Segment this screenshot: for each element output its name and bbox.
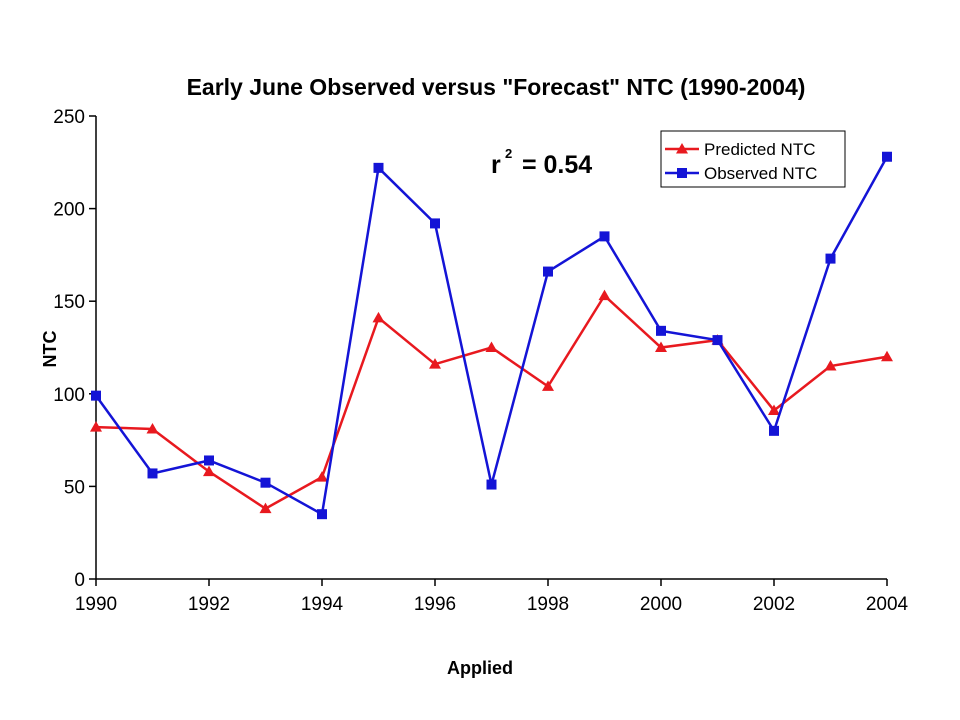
data-point (204, 455, 214, 466)
y-axis-title: NTC (40, 331, 60, 368)
x-axis-title: Applied (447, 658, 513, 678)
series-line (95, 293, 888, 511)
data-point (429, 358, 441, 369)
r-squared-value: = 0.54 (515, 151, 592, 179)
series-layer (90, 151, 893, 520)
data-point (882, 151, 892, 162)
data-point (259, 502, 272, 514)
y-tick-label: 150 (53, 292, 85, 313)
y-tick-label: 250 (53, 107, 85, 128)
y-tick-label: 200 (53, 200, 85, 221)
r-squared-annotation: r 2 = 0.54 (491, 146, 592, 179)
legend-swatch-marker (677, 168, 687, 178)
data-point (824, 360, 837, 371)
x-tick-label: 1992 (188, 594, 230, 615)
data-point (373, 162, 384, 173)
data-point (655, 341, 667, 352)
y-ticks: 0 50 100 150 200 250 (53, 107, 96, 591)
legend-label: Predicted NTC (704, 140, 815, 159)
chart-title: Early June Observed versus "Forecast" NT… (187, 74, 806, 100)
legend-box (660, 130, 846, 188)
data-point (598, 289, 611, 301)
r-squared-r: r (491, 151, 501, 179)
data-point (543, 266, 553, 277)
legend: Predicted NTC Observed NTC (660, 130, 846, 188)
plot-area: 0 50 100 150 200 250 1990 1992 1994 1996 1998 2000… (53, 107, 908, 615)
series-observed (91, 151, 892, 520)
data-point (825, 253, 836, 264)
x-tick-label: 1990 (75, 594, 117, 615)
data-point (203, 465, 215, 477)
data-point (430, 218, 440, 229)
legend-swatch-marker (676, 143, 688, 154)
data-point (656, 325, 666, 336)
data-point (372, 311, 385, 323)
x-tick-label: 1994 (301, 594, 344, 615)
data-point (486, 479, 497, 490)
x-ticks: 1990 1992 1994 1996 1998 2000 2002 2004 (75, 579, 909, 615)
r-squared-superscript: 2 (505, 146, 512, 161)
y-tick-label: 100 (53, 385, 85, 406)
data-point (146, 422, 159, 434)
data-point (769, 425, 779, 436)
data-point (599, 231, 610, 242)
y-tick-label: 50 (64, 477, 85, 498)
data-point (90, 421, 102, 432)
data-point (260, 477, 271, 488)
data-point (881, 350, 893, 362)
legend-label: Observed NTC (704, 164, 817, 183)
data-point (485, 341, 498, 352)
data-point (316, 471, 328, 482)
data-point (768, 404, 780, 415)
x-tick-label: 2002 (753, 594, 795, 615)
x-tick-label: 1998 (527, 594, 569, 615)
x-tick-label: 2004 (866, 594, 909, 615)
x-tick-label: 2000 (640, 594, 682, 615)
x-tick-label: 1996 (414, 594, 456, 615)
data-point (712, 335, 723, 346)
data-point (147, 468, 158, 479)
data-point (91, 390, 101, 401)
data-point (542, 380, 554, 391)
series-line (94, 156, 889, 517)
y-tick-label: 0 (74, 570, 85, 591)
data-point (317, 509, 327, 520)
